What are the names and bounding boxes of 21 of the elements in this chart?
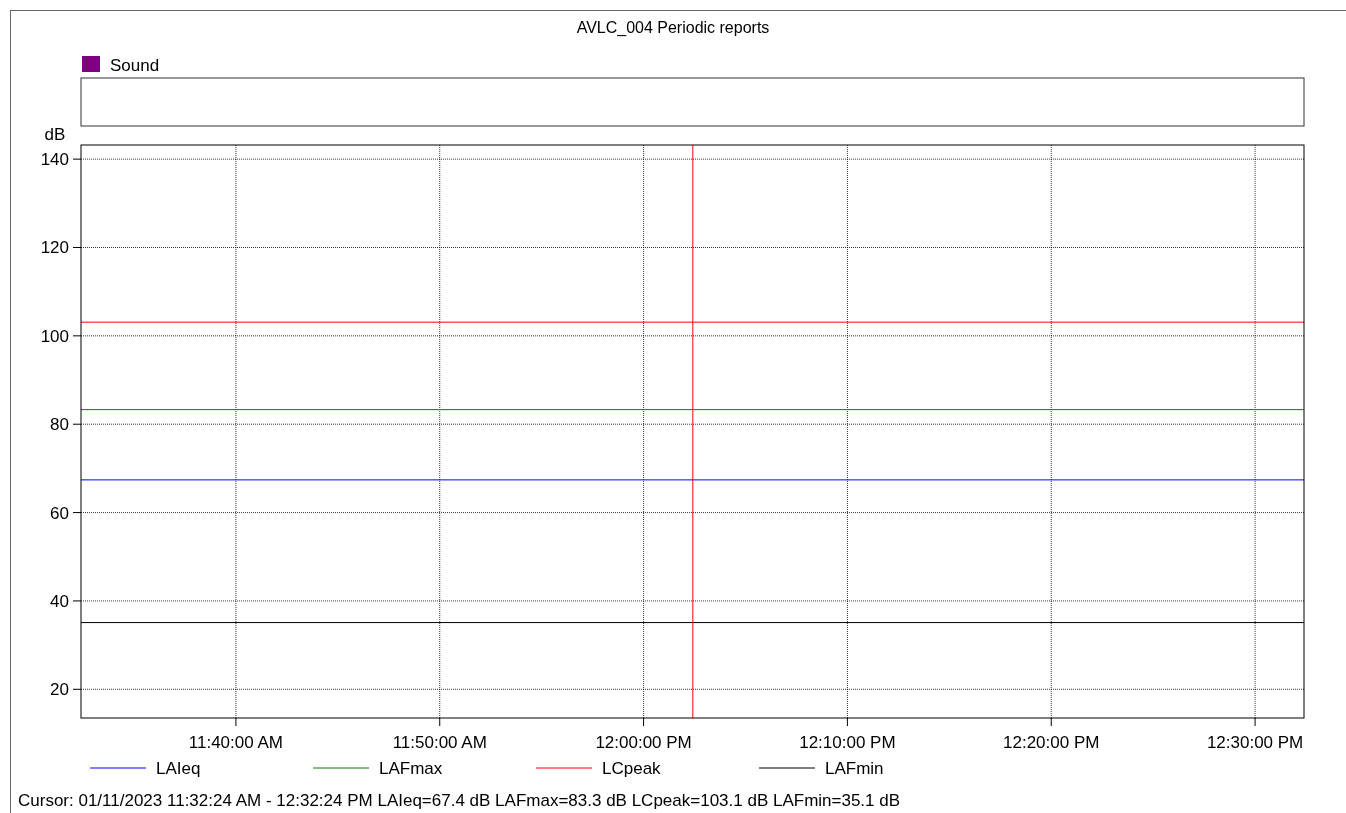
y-tick-label: 120 [40, 238, 69, 258]
x-tick-label: 11:50:00 AM [392, 733, 487, 752]
y-tick-label: 100 [40, 326, 69, 346]
y-tick-label: 140 [40, 150, 69, 170]
text: Cursor: 01/11/2023 11:32:24 AM - 12:32:24 PM LAIeq=67.4 dB LAFmax=83.3 dB LCpeak=103.1 dB LAFmin=35.1 dB [18, 791, 901, 810]
legend-label: LAIeq [156, 759, 201, 778]
y-tick-label: 20 [50, 680, 69, 700]
y-tick-label: 60 [50, 503, 69, 523]
legend-label: LAFmax [379, 759, 443, 778]
x-tick-label: 12:10:00 PM [799, 733, 896, 752]
y-tick-label: 80 [50, 415, 69, 435]
legend-label: LCpeak [602, 759, 662, 778]
x-tick-label: 11:40:00 AM [188, 733, 284, 752]
chart-title: AVLC_004 Periodic reports [576, 19, 770, 37]
legend-label: LAFmin [825, 759, 884, 778]
x-tick-label: 12:00:00 PM [595, 733, 692, 752]
x-tick-label: 12:30:00 PM [1206, 733, 1304, 752]
y-axis-title: dB [44, 125, 66, 144]
x-tick-label: 12:20:00 PM [1003, 733, 1100, 752]
text: Sound [110, 56, 160, 75]
y-tick-label: 40 [50, 591, 69, 611]
